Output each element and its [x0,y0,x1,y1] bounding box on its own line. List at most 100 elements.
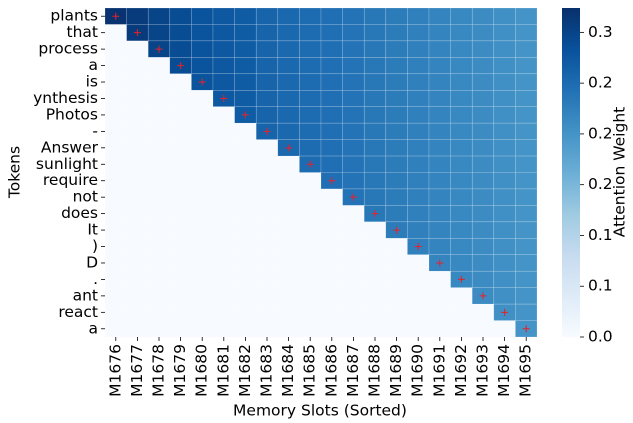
heatmap-cell [255,57,279,75]
heatmap-cell [428,172,451,190]
y-tick-label: ant [73,286,98,304]
heatmap-cell [364,221,386,239]
heatmap-cell [169,7,192,25]
heatmap-cell [385,238,408,255]
heatmap-cell [428,24,451,42]
heatmap-cell [471,221,495,239]
heatmap-cell [450,320,473,337]
heatmap-cell [148,123,170,140]
heatmap-cell [515,139,538,157]
y-tick-label: not [73,188,98,206]
heatmap-cell [407,254,429,272]
heatmap-cell [234,304,257,321]
heatmap-cell [191,123,213,140]
diagonal-marker [133,29,141,37]
heatmap-cell [321,205,343,222]
heatmap-cell [148,254,170,272]
y-tick-label: D [86,253,98,271]
heatmap-cell [515,90,538,107]
heatmap-cell [255,40,279,58]
diagonal-marker [501,308,509,316]
heatmap-cell [471,106,495,124]
heatmap-cell [385,139,408,157]
heatmap-cell [450,287,473,305]
heatmap-cell [126,90,149,107]
heatmap-cell [169,254,192,272]
heatmap-cell [169,90,192,107]
diagonal-marker [328,177,336,185]
heatmap-cell [277,40,300,58]
heatmap-cell [277,320,300,337]
heatmap-cell [342,205,365,222]
heatmap-cell [234,172,257,189]
heatmap-cell [126,271,149,288]
heatmap-cell [363,57,387,75]
heatmap-cell [493,270,516,288]
heatmap-cell [234,320,257,337]
heatmap-cell [105,205,127,222]
heatmap-cell [169,271,192,288]
heatmap-cell [450,106,473,124]
heatmap-cell [299,320,321,337]
heatmap-cell [407,24,430,42]
heatmap-cell [299,304,321,321]
heatmap-cell [148,57,170,74]
heatmap-cell [471,73,495,91]
heatmap-cell [234,123,257,140]
heatmap-cell [277,238,300,255]
heatmap-cell [320,139,343,157]
heatmap-cell [407,40,430,58]
heatmap-cell [450,139,473,157]
heatmap-cell [105,57,127,74]
heatmap-cell [342,73,365,91]
heatmap-cell [277,90,300,107]
heatmap-cell [299,73,322,91]
heatmap-cell [363,40,387,58]
heatmap-cell [342,24,365,42]
heatmap-cell [191,205,213,222]
y-tick-label: require [43,171,98,189]
heatmap-cell [342,172,365,190]
heatmap-cell [407,221,430,239]
heatmap-cell [256,254,278,272]
heatmap-cell [256,205,278,222]
heatmap-cell [493,188,516,206]
heatmap-cell [234,7,257,25]
heatmap-cell [450,90,473,107]
heatmap-cell [212,24,235,42]
heatmap-cell [299,106,322,124]
heatmap-cell [515,188,538,206]
heatmap-cell [126,7,149,25]
y-tick-label: . [93,270,98,288]
heatmap-cell [364,304,386,321]
diagonal-marker [263,127,271,135]
x-tick-label: M1681 [214,344,232,397]
heatmap-cell [255,73,279,91]
heatmap-cell [493,57,516,75]
x-tick-label: M1685 [301,344,319,397]
heatmap-cell [428,73,451,91]
heatmap-cell [148,238,170,255]
x-tick-label: M1689 [387,344,405,397]
diagonal-marker [436,259,444,267]
heatmap-cell [234,221,257,239]
heatmap-cell [234,254,257,272]
heatmap-cell [321,304,343,321]
heatmap-cell [471,172,495,190]
heatmap-cell [148,188,170,206]
heatmap-cell [105,320,127,337]
heatmap-cell [299,238,321,255]
heatmap-cell [385,24,408,42]
heatmap-cell [429,320,451,337]
heatmap-cell [385,287,408,305]
heatmap-cell [450,40,473,58]
heatmap-cell [342,320,365,337]
heatmap-cell [212,7,235,25]
heatmap-cell [320,106,343,124]
heatmap-cell [191,139,213,157]
heatmap-cell [169,40,192,58]
x-tick-label: M1694 [495,344,513,397]
heatmap-cell [213,221,235,239]
diagonal-marker [220,94,228,102]
